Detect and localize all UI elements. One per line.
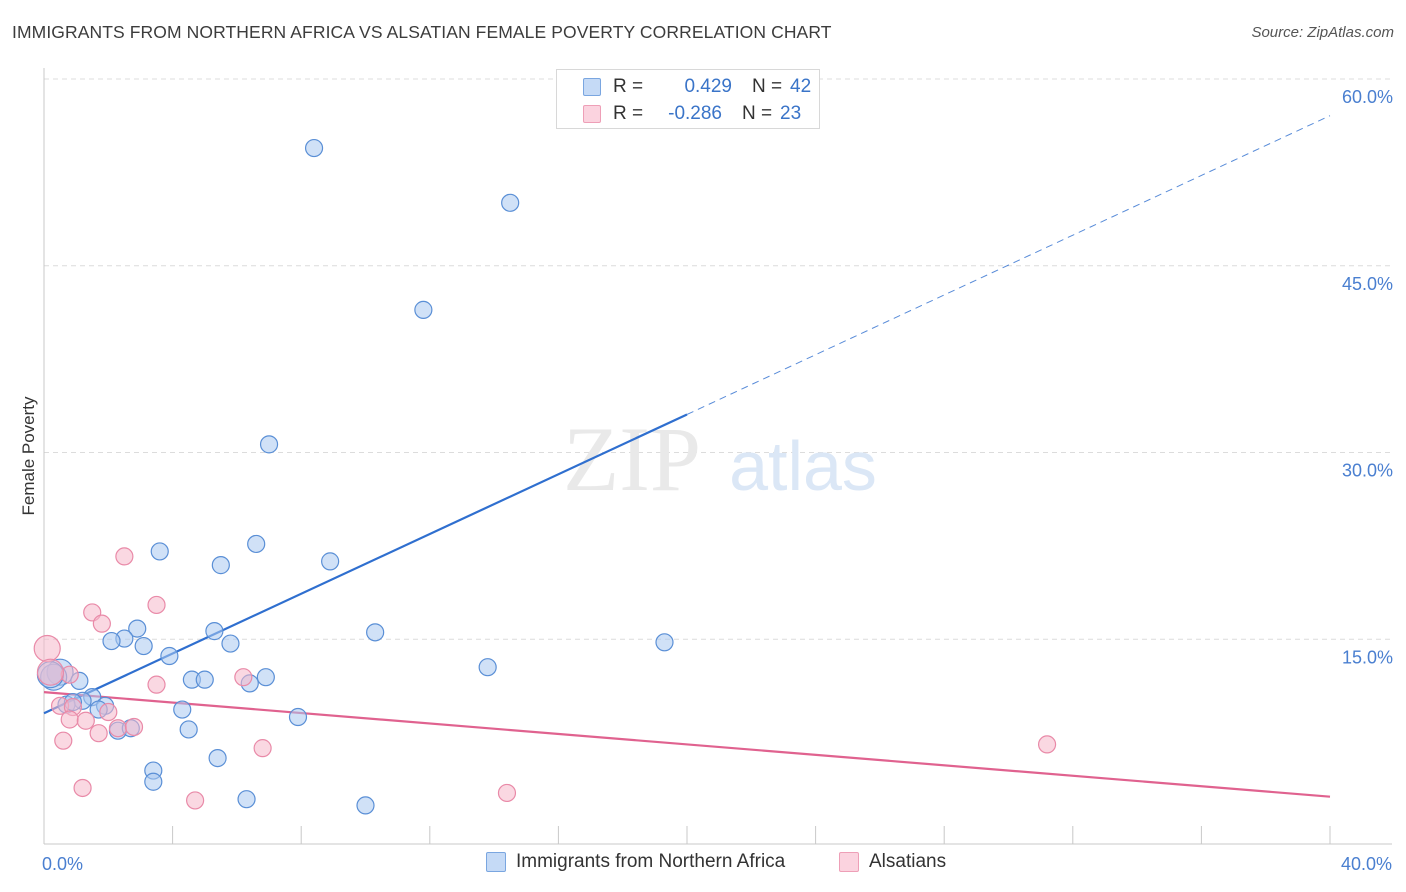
point-alsatians bbox=[115, 547, 134, 566]
point-immigrants bbox=[160, 646, 179, 666]
zipatlas-watermark: ZIP atlas bbox=[563, 408, 877, 510]
point-immigrants bbox=[128, 619, 147, 638]
x-tick-label: 40.0% bbox=[1341, 854, 1392, 874]
legend-r-label: R = bbox=[613, 103, 644, 124]
trend-lines bbox=[43, 115, 1331, 798]
point-alsatians bbox=[234, 668, 253, 687]
series-legend-alsatians: Alsatians bbox=[839, 851, 946, 873]
y-axis-title: Female Poverty bbox=[19, 396, 38, 516]
series-swatch-blue bbox=[486, 852, 506, 872]
y-tick-label: 60.0% bbox=[1342, 87, 1393, 107]
point-alsatians bbox=[73, 778, 92, 798]
point-alsatians bbox=[147, 675, 166, 694]
point-immigrants bbox=[102, 631, 121, 651]
correlation-legend: R = 0.429 N = 42 R = -0.286 N = 23 bbox=[556, 69, 820, 129]
point-immigrants bbox=[221, 634, 240, 653]
data-points bbox=[33, 138, 1057, 815]
point-immigrants bbox=[247, 534, 266, 554]
legend-r-label: R = bbox=[613, 76, 644, 97]
point-immigrants bbox=[256, 668, 275, 687]
point-immigrants bbox=[211, 556, 230, 575]
point-immigrants bbox=[259, 435, 279, 454]
point-alsatians bbox=[147, 595, 166, 615]
legend-row-pink: R = -0.286 N = 23 bbox=[557, 101, 801, 127]
point-immigrants bbox=[179, 720, 198, 739]
source-credit: Source: ZipAtlas.com bbox=[1251, 24, 1394, 41]
point-immigrants bbox=[288, 707, 308, 727]
point-immigrants bbox=[150, 542, 169, 561]
legend-swatch-pink bbox=[583, 105, 601, 123]
point-immigrants bbox=[356, 796, 375, 815]
gridlines bbox=[44, 78, 1392, 640]
point-alsatians bbox=[54, 731, 73, 750]
point-immigrants bbox=[414, 300, 433, 319]
point-alsatians bbox=[253, 739, 272, 758]
point-alsatians bbox=[108, 719, 128, 738]
point-immigrants bbox=[237, 790, 256, 809]
legend-r-value: -0.286 bbox=[668, 103, 722, 124]
point-immigrants bbox=[655, 633, 674, 652]
legend-n-value: 23 bbox=[780, 103, 802, 124]
point-alsatians bbox=[497, 783, 517, 803]
point-immigrants bbox=[144, 772, 163, 791]
series-swatch-pink bbox=[839, 852, 859, 872]
tick-labels: 15.0% 30.0% 45.0% 60.0% 0.0% 40.0% bbox=[42, 87, 1393, 874]
point-immigrants bbox=[173, 700, 192, 719]
point-immigrants bbox=[134, 636, 153, 656]
point-immigrants bbox=[478, 658, 497, 677]
point-alsatians bbox=[99, 702, 118, 722]
point-alsatians bbox=[186, 791, 205, 810]
legend-row-blue: R = 0.429 N = 42 bbox=[557, 74, 811, 100]
point-alsatians bbox=[60, 710, 79, 729]
point-alsatians bbox=[33, 634, 61, 663]
point-immigrants bbox=[304, 138, 324, 158]
y-tick-label: 30.0% bbox=[1342, 461, 1393, 481]
point-alsatians bbox=[89, 724, 108, 743]
y-tick-label: 15.0% bbox=[1342, 647, 1393, 667]
series-label-immigrants: Immigrants from Northern Africa bbox=[516, 851, 786, 872]
legend-n-value: 42 bbox=[790, 76, 812, 97]
x-tick-label: 0.0% bbox=[42, 854, 83, 874]
point-immigrants bbox=[366, 623, 385, 642]
point-alsatians bbox=[92, 614, 111, 633]
trend-line-immigrants bbox=[43, 413, 688, 715]
watermark-zip: ZIP bbox=[563, 408, 701, 510]
point-immigrants bbox=[205, 622, 224, 641]
legend-swatch-blue bbox=[583, 78, 601, 96]
series-legend-immigrants: Immigrants from Northern Africa bbox=[486, 851, 785, 873]
trend-line-alsatians bbox=[43, 691, 1331, 798]
legend-r-value: 0.429 bbox=[684, 76, 732, 97]
point-immigrants bbox=[208, 748, 227, 768]
point-alsatians bbox=[76, 711, 95, 730]
point-immigrants bbox=[195, 670, 214, 689]
series-label-alsatians: Alsatians bbox=[869, 851, 947, 872]
axes bbox=[43, 68, 1392, 845]
trend-line-immigrants-extension bbox=[686, 115, 1331, 415]
point-alsatians bbox=[124, 717, 144, 737]
chart-title: IMMIGRANTS FROM NORTHERN AFRICA VS ALSAT… bbox=[12, 22, 832, 42]
point-immigrants bbox=[501, 193, 520, 212]
legend-n-label: N = bbox=[742, 103, 773, 124]
legend-n-label: N = bbox=[752, 76, 783, 97]
point-alsatians bbox=[1037, 735, 1057, 754]
point-alsatians bbox=[36, 658, 65, 686]
point-immigrants bbox=[321, 552, 340, 571]
watermark-atlas: atlas bbox=[729, 427, 877, 505]
y-tick-label: 45.0% bbox=[1342, 274, 1393, 294]
